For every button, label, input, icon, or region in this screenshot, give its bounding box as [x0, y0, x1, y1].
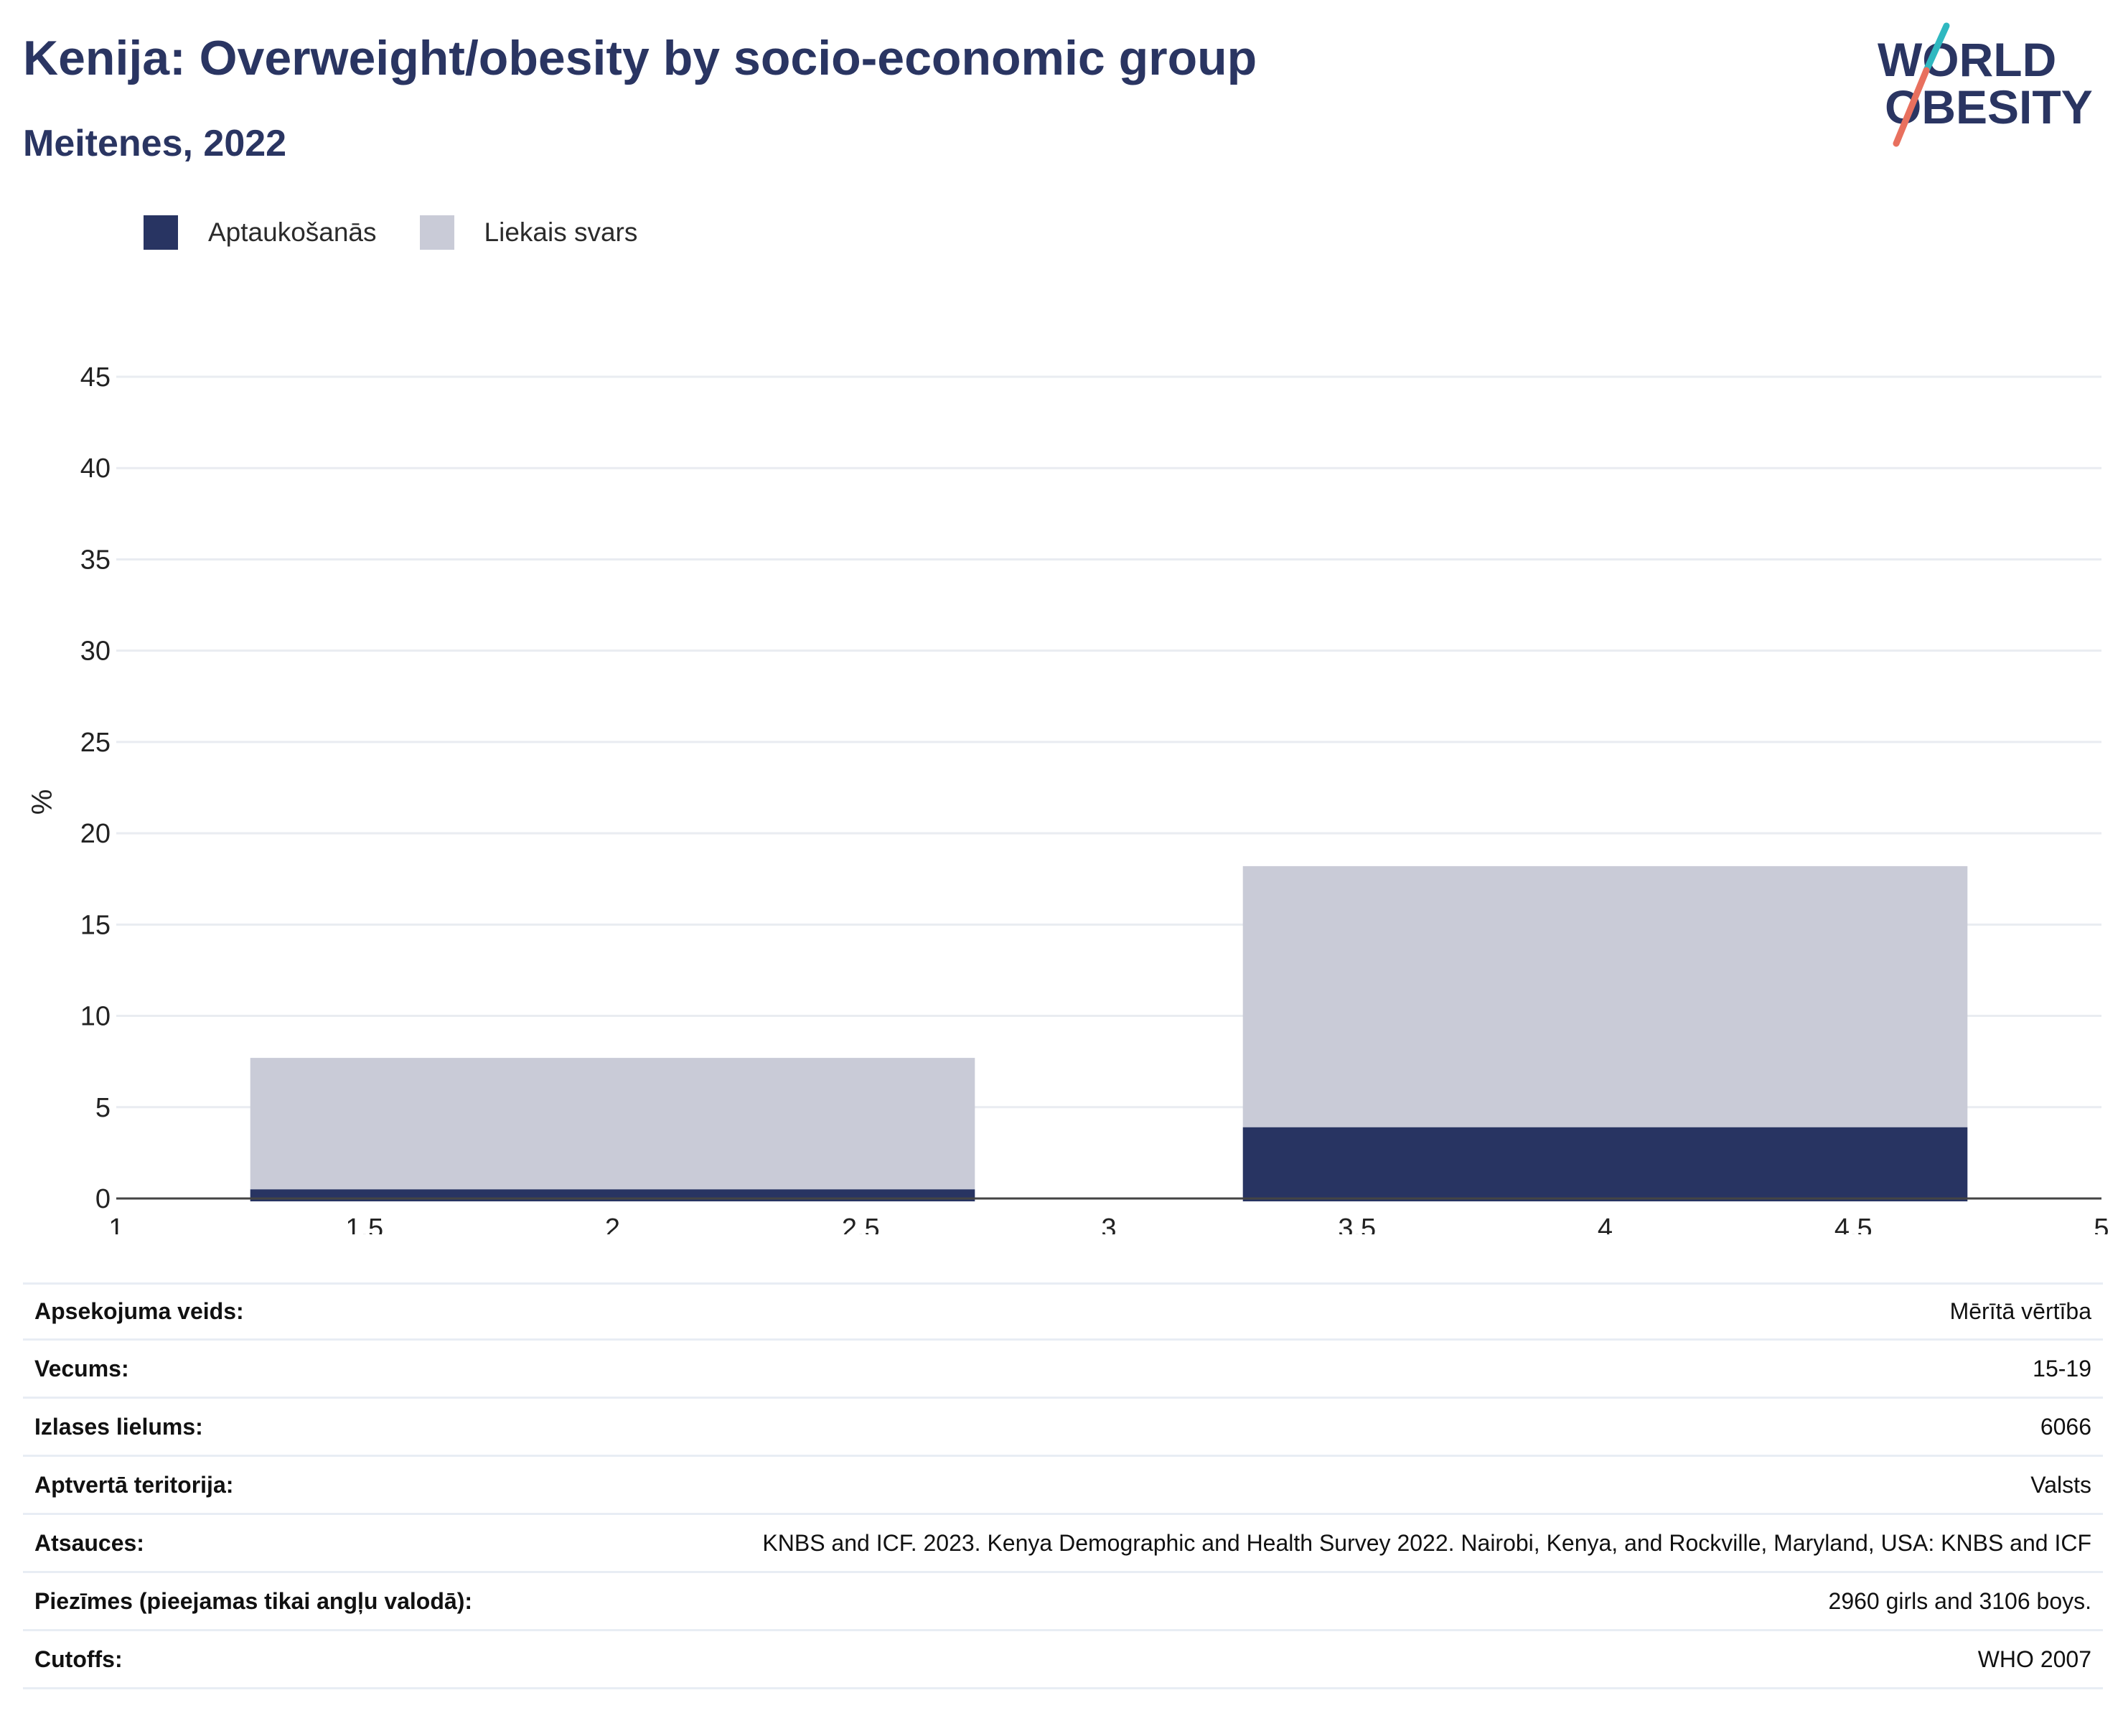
info-row: Izlases lielums: 6066 [23, 1399, 2103, 1457]
logo-text-world: WORLD [1878, 33, 2056, 86]
x-tick-label: 3 [1101, 1214, 1116, 1234]
x-tick-label: 4 [1598, 1214, 1613, 1234]
legend-item-obesity[interactable]: Aptaukošanās [144, 215, 377, 250]
chart-title: Kenija: Overweight/obesity by socio-econ… [23, 31, 1257, 85]
info-value: Valsts [2030, 1471, 2091, 1498]
info-row: Cutoffs: WHO 2007 [23, 1631, 2103, 1689]
info-label: Vecums: [34, 1355, 129, 1381]
y-tick-label: 10 [80, 1002, 111, 1032]
info-label: Cutoffs: [34, 1646, 123, 1672]
bar-overweight [250, 1058, 975, 1190]
info-label: Apsekojuma veids: [34, 1298, 244, 1324]
y-axis-label: % [27, 789, 58, 815]
x-tick-label: 1 [108, 1214, 123, 1234]
info-label: Piezīmes (pieejamas tikai angļu valodā): [34, 1587, 472, 1614]
info-row: Aptvertā teritorija: Valsts [23, 1457, 2103, 1515]
y-tick-label: 45 [80, 362, 111, 393]
logo-slash-coral [1893, 67, 1930, 147]
legend-label-obesity: Aptaukošanās [208, 217, 377, 247]
legend-label-overweight: Liekais svars [484, 217, 638, 247]
y-tick-label: 5 [95, 1093, 111, 1123]
info-value: Mērītā vērtība [1949, 1298, 2091, 1324]
x-tick-label: 4.5 [1834, 1214, 1873, 1234]
legend-swatch-obesity [144, 215, 178, 250]
chart-subtitle: Meitenes, 2022 [23, 123, 287, 164]
info-label: Atsauces: [34, 1529, 144, 1556]
bar-chart: 0 5 10 15 20 25 30 35 40 45 1 1.5 2 2.5 3 3.5 4 4.5 5% [27, 362, 2109, 1234]
info-value: 15-19 [2033, 1355, 2091, 1381]
y-tick-label: 0 [95, 1184, 111, 1214]
info-value: 2960 girls and 3106 boys. [1828, 1587, 2091, 1614]
y-tick-label: 35 [80, 545, 111, 575]
info-value: WHO 2007 [1977, 1646, 2091, 1672]
y-tick-label: 40 [80, 454, 111, 484]
chart-legend: Aptaukošanās Liekais svars [144, 212, 680, 253]
bar-obesity [1242, 1127, 1968, 1201]
info-row: Piezīmes (pieejamas tikai angļu valodā):… [23, 1573, 2103, 1631]
info-row: Atsauces: KNBS and ICF. 2023. Kenya Demog… [23, 1515, 2103, 1573]
x-tick-label: 2 [605, 1214, 620, 1234]
bar-overweight [1242, 865, 1968, 1127]
x-tick-label: 2.5 [842, 1214, 880, 1234]
world-obesity-logo[interactable]: WORLD OBESITY [1866, 20, 2110, 149]
legend-item-overweight[interactable]: Liekais svars [419, 215, 638, 250]
x-tick-label: 1.5 [345, 1214, 383, 1234]
info-row: Apsekojuma veids: Mērītā vērtība [23, 1282, 2103, 1341]
info-label: Aptvertā teritorija: [34, 1471, 234, 1498]
info-label: Izlases lielums: [34, 1413, 203, 1440]
y-tick-label: 25 [80, 728, 111, 758]
survey-info-table: Apsekojuma veids: Mērītā vērtība Vecums: 15… [23, 1282, 2103, 1689]
info-row: Vecums: 15-19 [23, 1341, 2103, 1399]
x-tick-label: 3.5 [1338, 1214, 1376, 1234]
y-tick-label: 30 [80, 637, 111, 667]
logo-slash-teal [1923, 22, 1950, 74]
info-value: 6066 [2040, 1413, 2091, 1440]
x-tick-label: 5 [2094, 1214, 2109, 1234]
info-value: KNBS and ICF. 2023. Kenya Demographic an… [762, 1529, 2091, 1556]
y-tick-label: 20 [80, 819, 111, 849]
legend-swatch-overweight [419, 215, 454, 250]
y-tick-label: 15 [80, 910, 111, 940]
